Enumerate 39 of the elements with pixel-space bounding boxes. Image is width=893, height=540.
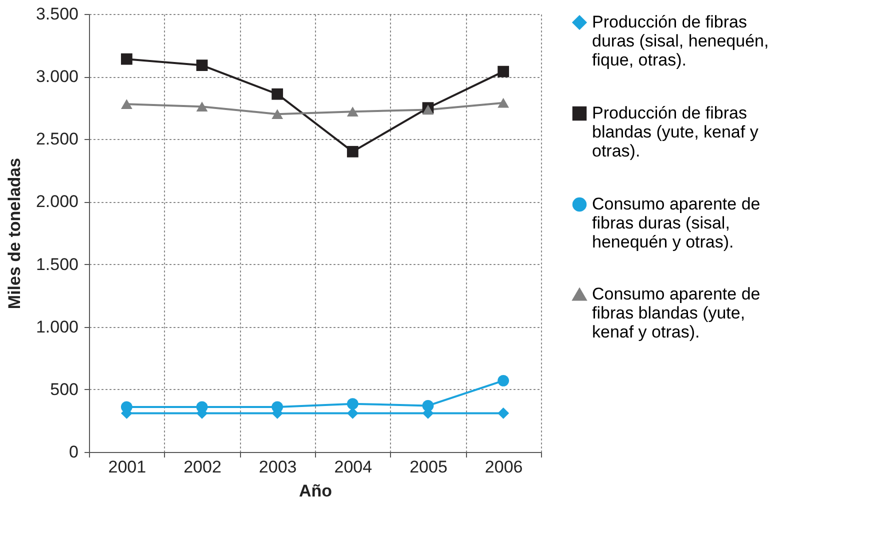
- y-tick-label: 2.500: [36, 130, 78, 149]
- point: [196, 102, 208, 112]
- point: [196, 401, 208, 413]
- legend-label: Producción de fibras duras (sisal, henequén, fique, otras).: [592, 12, 769, 70]
- point: [120, 99, 132, 110]
- y-tick-label: 1.000: [36, 317, 78, 336]
- y-tick-label: 2.000: [36, 192, 78, 212]
- point: [498, 98, 510, 108]
- y-tick-label: 3.000: [36, 67, 78, 86]
- y-tick-label: 0: [69, 442, 78, 462]
- legend-label: Consumo aparente de fibras blandas (yute, kenaf y otras).: [592, 284, 760, 342]
- x-axis-title: Año: [298, 482, 332, 500]
- x-tick-label: 2001: [108, 458, 146, 476]
- point: [422, 104, 434, 115]
- point: [346, 146, 358, 158]
- x-tick-label: 2003: [258, 458, 297, 476]
- legend-label: Consumo aparente de fibras duras (sisal, henequén y otras).: [592, 194, 760, 252]
- point: [498, 408, 510, 419]
- point: [272, 109, 284, 120]
- y-tick-label: 1.500: [36, 254, 78, 274]
- x-tick-label: 2002: [184, 458, 222, 476]
- point: [498, 66, 510, 78]
- point: [120, 401, 132, 413]
- y-axis-title: Miles de toneladas: [4, 158, 24, 310]
- point: [422, 400, 434, 412]
- point: [498, 374, 510, 386]
- x-tick-label: 2005: [410, 458, 448, 476]
- point: [196, 60, 208, 72]
- y-tick-label: 500: [50, 380, 78, 399]
- legend-label: Producción de fibras blandas (yute, kenaf y otras).: [592, 104, 759, 160]
- point: [346, 398, 358, 410]
- point: [346, 408, 358, 419]
- y-tick-label: 3.500: [36, 4, 78, 24]
- point: [346, 106, 358, 117]
- point: [272, 401, 284, 413]
- point: [272, 88, 284, 100]
- x-tick-label: 2004: [334, 458, 372, 476]
- point: [120, 53, 132, 65]
- x-tick-label: 2006: [484, 458, 523, 476]
